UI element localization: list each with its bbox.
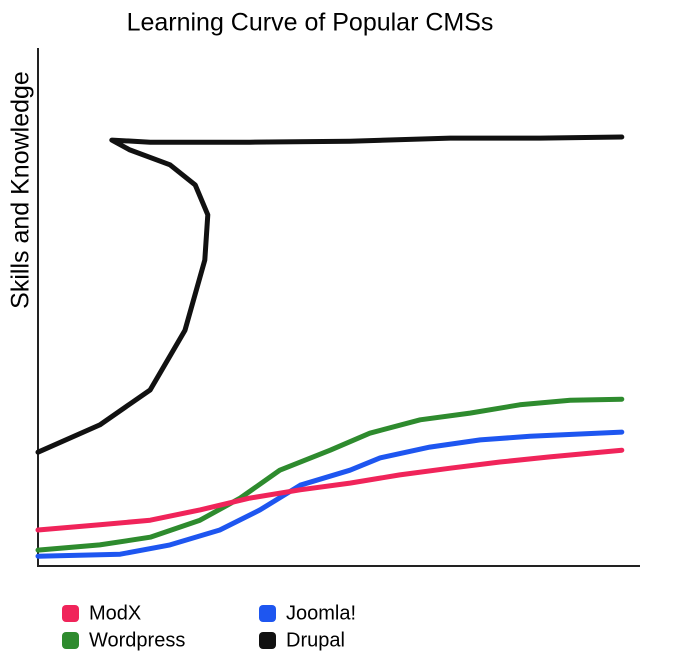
legend-label: Joomla! xyxy=(286,602,356,624)
series-line xyxy=(35,447,625,533)
legend-swatch xyxy=(259,605,276,622)
legend-swatch xyxy=(62,632,79,649)
legend-label: Drupal xyxy=(286,629,345,651)
chart-title: Learning Curve of Popular CMSs xyxy=(127,9,494,37)
legend-label: Wordpress xyxy=(89,629,185,651)
series-line xyxy=(35,134,625,455)
series-line xyxy=(35,429,625,559)
legend-swatch xyxy=(259,632,276,649)
series-line xyxy=(35,396,625,553)
y-axis-label: Skills and Knowledge xyxy=(7,71,35,309)
legend-label: ModX xyxy=(89,602,141,624)
legend-swatch xyxy=(62,605,79,622)
